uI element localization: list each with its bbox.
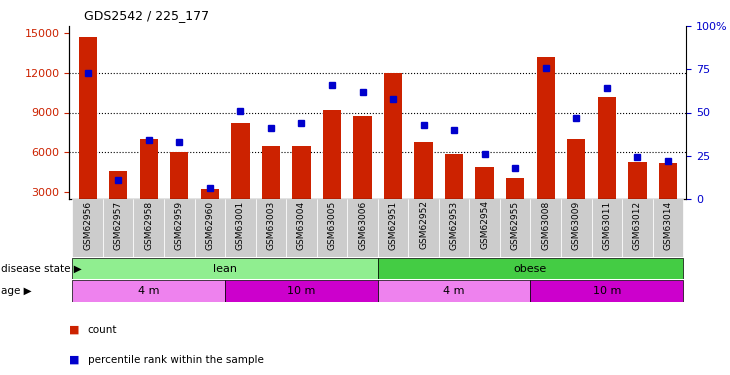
Text: GSM62955: GSM62955 bbox=[511, 201, 520, 250]
Text: GSM62960: GSM62960 bbox=[205, 201, 215, 250]
Text: 4 m: 4 m bbox=[443, 286, 465, 296]
FancyBboxPatch shape bbox=[531, 199, 561, 257]
FancyBboxPatch shape bbox=[408, 199, 439, 257]
Text: GSM62958: GSM62958 bbox=[145, 201, 153, 250]
Bar bbox=[139, 139, 158, 232]
Text: disease state ▶: disease state ▶ bbox=[1, 264, 82, 273]
Bar bbox=[531, 280, 683, 302]
Text: lean: lean bbox=[213, 264, 237, 273]
Bar bbox=[629, 162, 647, 232]
FancyBboxPatch shape bbox=[195, 199, 225, 257]
Text: GSM63011: GSM63011 bbox=[602, 201, 611, 250]
Bar bbox=[415, 142, 433, 232]
Text: count: count bbox=[88, 325, 117, 335]
Text: GSM63005: GSM63005 bbox=[328, 201, 337, 250]
Text: percentile rank within the sample: percentile rank within the sample bbox=[88, 355, 264, 365]
Bar bbox=[323, 110, 341, 232]
Text: GSM62959: GSM62959 bbox=[174, 201, 184, 250]
Text: age ▶: age ▶ bbox=[1, 286, 32, 296]
Bar bbox=[384, 73, 402, 232]
FancyBboxPatch shape bbox=[469, 199, 500, 257]
FancyBboxPatch shape bbox=[439, 199, 469, 257]
Text: GSM63003: GSM63003 bbox=[266, 201, 275, 250]
FancyBboxPatch shape bbox=[286, 199, 317, 257]
Bar bbox=[567, 139, 585, 232]
Text: GSM63001: GSM63001 bbox=[236, 201, 245, 250]
Text: GSM63012: GSM63012 bbox=[633, 201, 642, 250]
Text: GSM62957: GSM62957 bbox=[114, 201, 123, 250]
Text: GSM63006: GSM63006 bbox=[358, 201, 367, 250]
Bar bbox=[506, 177, 524, 232]
Bar bbox=[201, 189, 219, 232]
Bar bbox=[170, 152, 188, 232]
Bar bbox=[262, 146, 280, 232]
FancyBboxPatch shape bbox=[591, 199, 622, 257]
Bar bbox=[72, 258, 377, 279]
FancyBboxPatch shape bbox=[164, 199, 195, 257]
Text: GSM63004: GSM63004 bbox=[297, 201, 306, 250]
Text: 10 m: 10 m bbox=[593, 286, 621, 296]
Text: GSM63008: GSM63008 bbox=[541, 201, 550, 250]
Text: GSM62952: GSM62952 bbox=[419, 201, 428, 249]
Bar bbox=[231, 123, 250, 232]
FancyBboxPatch shape bbox=[72, 199, 103, 257]
Text: GSM63009: GSM63009 bbox=[572, 201, 581, 250]
Text: GSM62951: GSM62951 bbox=[388, 201, 398, 250]
Text: GSM62954: GSM62954 bbox=[480, 201, 489, 249]
FancyBboxPatch shape bbox=[347, 199, 377, 257]
Text: obese: obese bbox=[514, 264, 547, 273]
Text: GSM62956: GSM62956 bbox=[83, 201, 92, 250]
Bar bbox=[377, 258, 683, 279]
Bar bbox=[377, 280, 531, 302]
Text: ■: ■ bbox=[69, 325, 80, 335]
Bar bbox=[353, 117, 372, 232]
Bar bbox=[598, 97, 616, 232]
Text: ■: ■ bbox=[69, 355, 80, 365]
Bar bbox=[225, 280, 377, 302]
Bar bbox=[445, 154, 464, 232]
FancyBboxPatch shape bbox=[653, 199, 683, 257]
Text: GSM63014: GSM63014 bbox=[664, 201, 672, 250]
Bar bbox=[79, 37, 97, 232]
Bar bbox=[475, 167, 493, 232]
FancyBboxPatch shape bbox=[103, 199, 134, 257]
FancyBboxPatch shape bbox=[225, 199, 256, 257]
FancyBboxPatch shape bbox=[561, 199, 591, 257]
Text: GSM62953: GSM62953 bbox=[450, 201, 458, 250]
FancyBboxPatch shape bbox=[317, 199, 347, 257]
FancyBboxPatch shape bbox=[255, 199, 286, 257]
Bar bbox=[292, 146, 310, 232]
Text: 4 m: 4 m bbox=[138, 286, 159, 296]
FancyBboxPatch shape bbox=[377, 199, 408, 257]
Bar bbox=[537, 57, 555, 232]
Bar bbox=[72, 280, 225, 302]
Text: 10 m: 10 m bbox=[287, 286, 315, 296]
Bar bbox=[658, 163, 677, 232]
FancyBboxPatch shape bbox=[622, 199, 653, 257]
Bar bbox=[109, 171, 127, 232]
Text: GDS2542 / 225_177: GDS2542 / 225_177 bbox=[84, 9, 209, 22]
FancyBboxPatch shape bbox=[134, 199, 164, 257]
FancyBboxPatch shape bbox=[500, 199, 531, 257]
